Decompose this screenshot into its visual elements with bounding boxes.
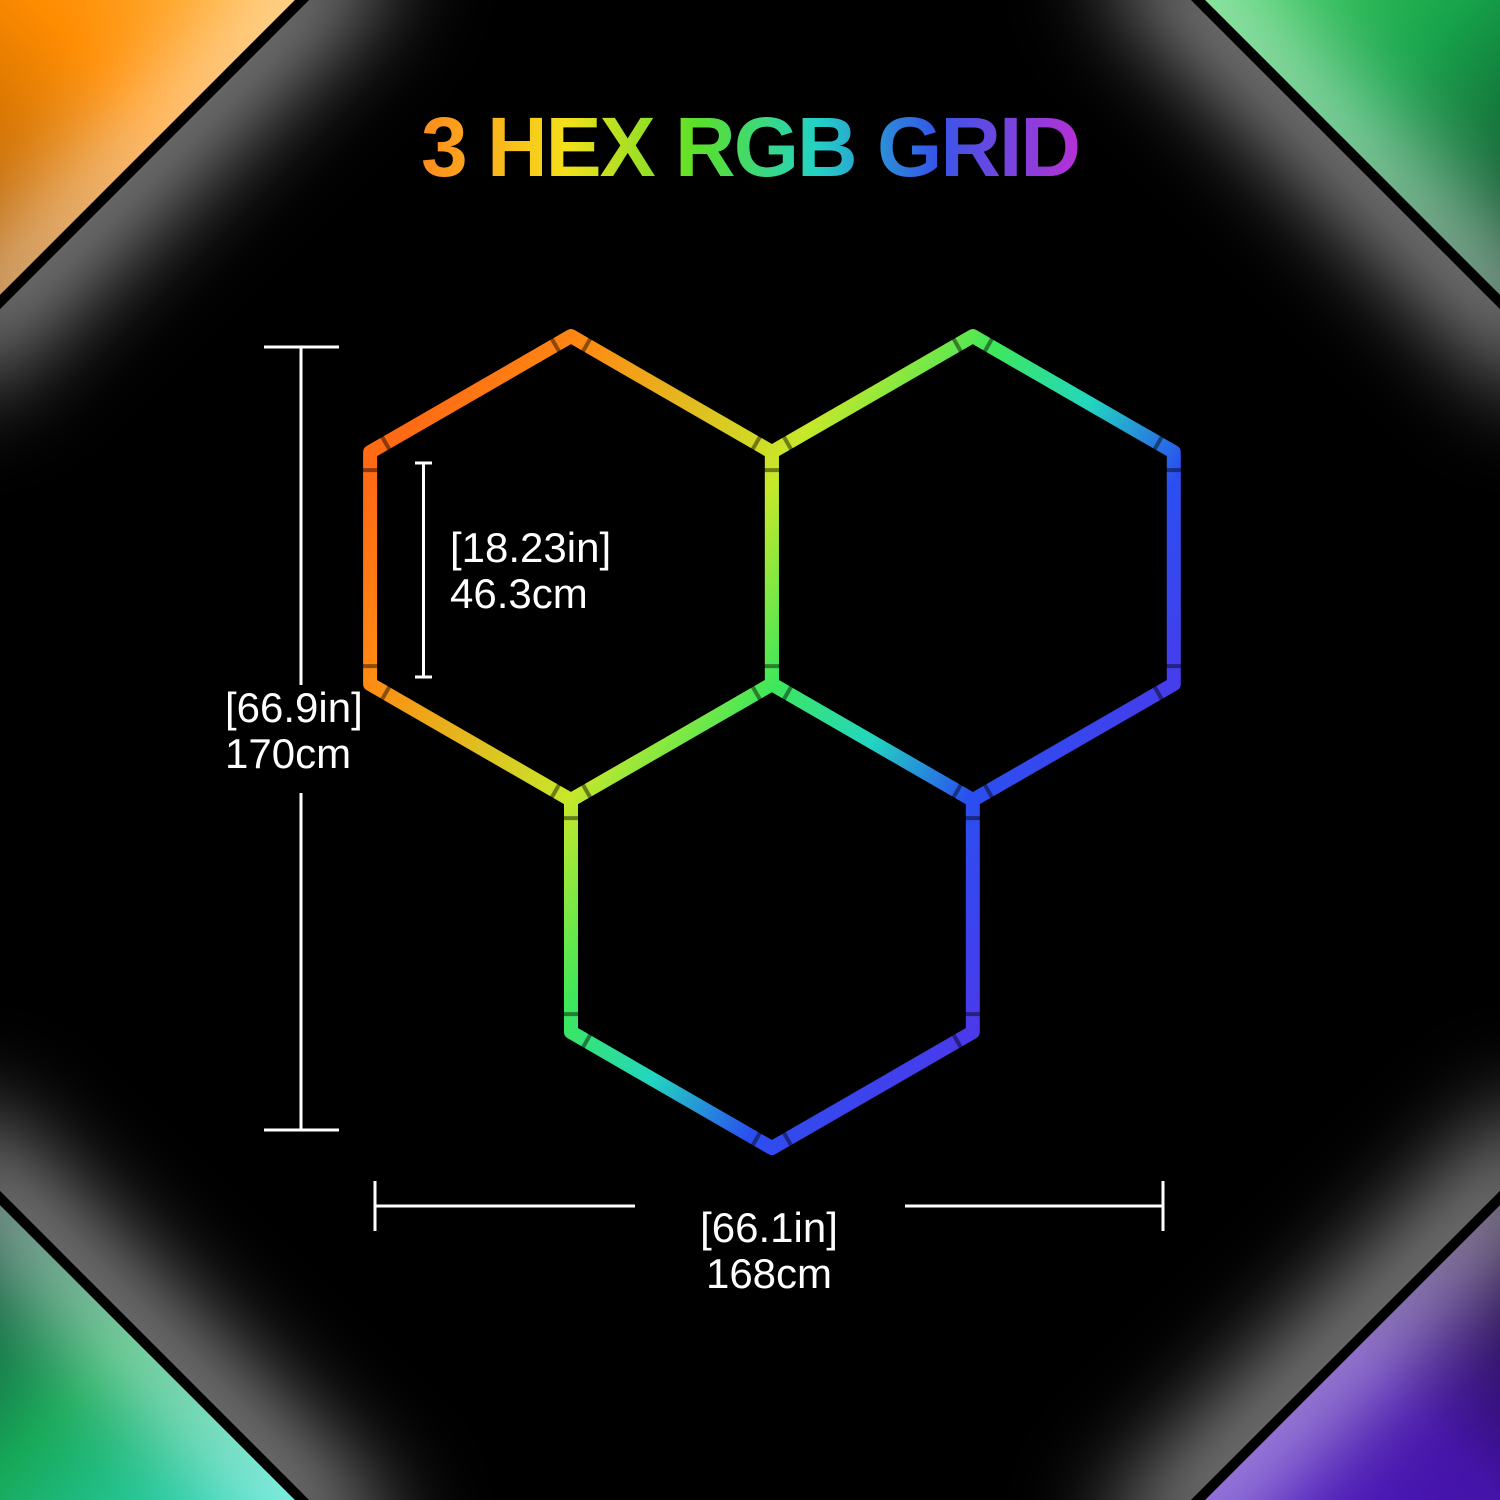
svg-text:[18.23in]: [18.23in] (450, 524, 611, 571)
svg-text:170cm: 170cm (225, 730, 351, 777)
svg-text:[66.9in]: [66.9in] (225, 684, 363, 731)
svg-text:46.3cm: 46.3cm (450, 570, 588, 617)
svg-text:[66.1in]: [66.1in] (700, 1204, 838, 1251)
svg-text:3 HEX RGB GRID: 3 HEX RGB GRID (421, 100, 1079, 194)
svg-text:168cm: 168cm (706, 1250, 832, 1297)
